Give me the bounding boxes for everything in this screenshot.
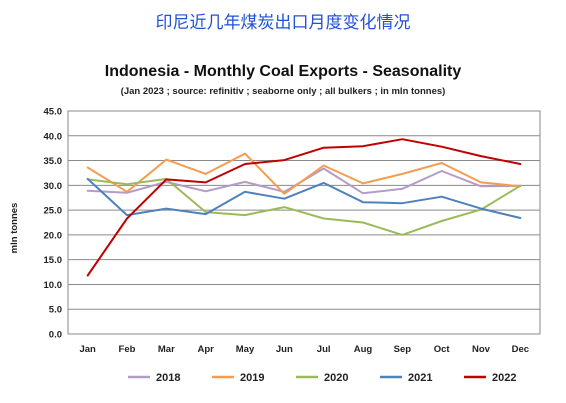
- gridlines: [67, 110, 541, 335]
- y-axis: 0.0 5.0 10.0 15.0 20.0 25.0 30.0 35.0 40.0 45.0: [44, 107, 63, 341]
- y-tick-label: 5.0: [49, 305, 62, 316]
- series-line-2020: [86, 177, 522, 236]
- y-tick-label: 20.0: [44, 230, 63, 241]
- x-tick-label: Mar: [158, 344, 175, 355]
- x-tick-label: Jul: [317, 344, 331, 355]
- x-tick-label: Jun: [276, 344, 293, 355]
- x-axis: Jan Feb Mar Apr May Jun Jul Aug Sep Oct Nov Dec: [79, 344, 529, 355]
- y-tick-label: 10.0: [44, 280, 63, 291]
- legend-label-2021: 2021: [408, 372, 432, 384]
- x-tick-label: Aug: [354, 344, 373, 355]
- page-caption: 印尼近几年煤炭出口月度变化情况: [155, 13, 411, 33]
- series-lines: [86, 138, 522, 277]
- plot-frame: [67, 110, 541, 335]
- series-line-2019: [86, 152, 522, 195]
- legend-label-2020: 2020: [324, 372, 348, 384]
- x-tick-label: Oct: [434, 344, 451, 355]
- y-tick-label: 30.0: [44, 181, 63, 192]
- legend-label-2019: 2019: [240, 372, 264, 384]
- x-tick-label: Nov: [472, 344, 491, 355]
- x-tick-label: Feb: [119, 344, 136, 355]
- chart-subtitle: (Jan 2023 ; source: refinitiv ; seaborne…: [120, 86, 446, 97]
- y-tick-label: 0.0: [49, 330, 62, 341]
- x-tick-label: Jan: [79, 344, 96, 355]
- y-tick-label: 15.0: [44, 255, 63, 266]
- chart-title: Indonesia - Monthly Coal Exports - Seaso…: [104, 63, 462, 80]
- y-tick-label: 45.0: [44, 107, 63, 118]
- series-line-2022: [86, 138, 522, 277]
- series-line-2021: [86, 177, 522, 219]
- legend-label-2018: 2018: [156, 372, 180, 384]
- y-axis-label: mln tonnes: [9, 203, 20, 254]
- x-tick-label: May: [236, 344, 255, 355]
- y-tick-label: 40.0: [44, 131, 63, 142]
- y-tick-label: 25.0: [44, 206, 63, 217]
- y-tick-label: 35.0: [44, 156, 63, 167]
- x-tick-label: Dec: [512, 344, 529, 355]
- legend-label-2022: 2022: [492, 372, 516, 384]
- x-tick-label: Sep: [394, 344, 412, 355]
- legend: 2018 2019 2020 2021 2022: [128, 372, 516, 384]
- x-tick-label: Apr: [197, 344, 214, 355]
